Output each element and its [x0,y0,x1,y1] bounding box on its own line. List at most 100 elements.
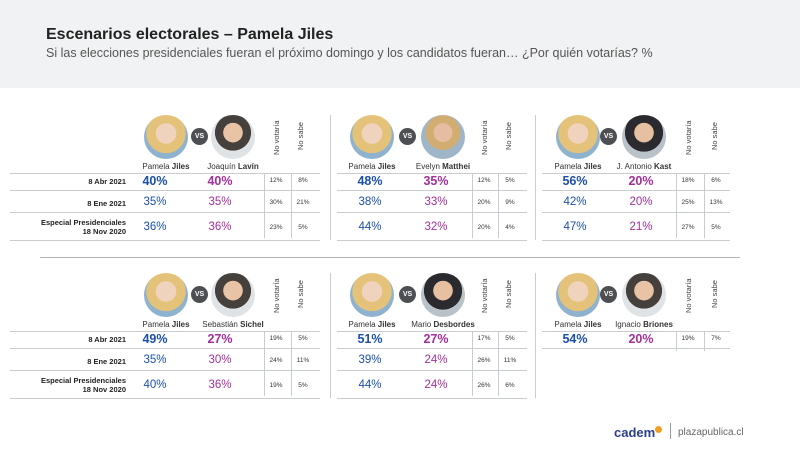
row-separator [337,370,527,371]
value-no-sabe: 11% [503,357,517,364]
candidate-b-last: Kast [654,162,672,171]
value-candidate-b: 30% [208,354,232,366]
value-candidate-a: 48% [357,174,383,188]
column-header-no-sabe: No sabe [504,122,513,150]
candidate-photo-jiles [350,115,394,159]
candidate-photo-opponent [211,115,255,159]
column-separator [676,331,677,351]
candidate-b-name: Sebastián Sichel [196,320,270,329]
vs-badge: VS [399,128,416,145]
value-candidate-a: 38% [358,196,382,208]
vs-badge: VS [600,128,617,145]
value-no-sabe: 5% [505,177,515,184]
row-separator [337,331,527,332]
candidate-a-first: Pamela [348,162,378,171]
value-candidate-b: 24% [424,379,448,391]
row-separator [542,331,730,332]
value-candidate-b: 35% [423,174,449,188]
row-label: 8 Ene 2021 [87,199,126,208]
value-candidate-b: 20% [628,332,654,346]
candidate-photo-jiles [144,273,188,317]
candidate-a-first: Pamela [142,320,172,329]
header: Escenarios electorales – Pamela Jiles Si… [0,0,800,88]
value-no-sabe: 5% [298,335,308,342]
column-separator [676,173,677,238]
value-candidate-b: 36% [208,221,232,233]
row-separator [10,190,320,191]
value-candidate-a: 56% [562,174,588,188]
column-header-no-votaria: No votaría [272,278,281,313]
page-title: Escenarios electorales – Pamela Jiles [46,26,334,43]
candidate-photo-opponent [622,115,666,159]
value-no-sabe: 5% [711,224,721,231]
candidate-b-first: Mario [411,320,434,329]
candidate-photo-opponent [211,273,255,317]
value-no-votaria: 20% [477,224,491,231]
candidate-a-name: Pamela Jiles [342,162,402,171]
value-no-votaria: 12% [477,177,491,184]
value-candidate-a: 49% [142,332,168,346]
column-separator [291,173,292,238]
value-candidate-b: 35% [208,196,232,208]
row-separator [542,173,730,174]
value-no-votaria: 19% [269,335,283,342]
candidate-photo-jiles [556,115,600,159]
value-candidate-a: 54% [562,332,588,346]
panel-divider [535,115,536,240]
vs-badge: VS [600,286,617,303]
candidate-b-first: Sebastián [202,320,241,329]
value-candidate-b: 33% [424,196,448,208]
row-separator [542,190,730,191]
value-candidate-a: 40% [142,174,168,188]
candidate-b-last: Desbordes [433,320,475,329]
column-header-no-sabe: No sabe [710,122,719,150]
row-separator [10,370,320,371]
value-no-sabe: 11% [296,357,310,364]
value-no-votaria: 25% [681,199,695,206]
value-no-votaria: 20% [477,199,491,206]
candidate-b-first: Evelyn [415,162,443,171]
value-no-votaria: 18% [681,177,695,184]
panel-divider [330,273,331,398]
candidate-b-name: Ignacio Briones [607,320,681,329]
value-no-votaria: 30% [269,199,283,206]
candidate-b-last: Sichel [240,320,264,329]
value-no-sabe: 4% [505,224,515,231]
column-header-no-sabe: No sabe [296,122,305,150]
value-no-votaria: 26% [477,382,491,389]
value-candidate-a: 36% [143,221,167,233]
value-no-votaria: 12% [269,177,283,184]
row-label-date: 18 Nov 2020 [82,227,126,236]
candidate-b-name: Evelyn Matthei [406,162,480,171]
column-header-no-sabe: No sabe [710,280,719,308]
vs-badge: VS [191,128,208,145]
value-candidate-a: 35% [143,196,167,208]
row-separator [337,173,527,174]
value-no-votaria: 27% [681,224,695,231]
value-no-votaria: 24% [269,357,283,364]
candidate-a-last: Jiles [583,320,602,329]
footer-separator [670,423,671,439]
row-separator [10,331,320,332]
candidate-b-name: J. Antonio Kast [607,162,681,171]
row-separator [10,173,320,174]
row-label: 8 Abr 2021 [88,335,126,344]
column-separator [291,331,292,396]
value-candidate-b: 20% [628,174,654,188]
value-no-sabe: 5% [505,335,515,342]
value-candidate-a: 42% [563,196,587,208]
row-separator [542,348,730,349]
value-no-votaria: 19% [681,335,695,342]
candidate-photo-jiles [350,273,394,317]
row-separator [337,212,527,213]
candidate-a-name: Pamela Jiles [342,320,402,329]
candidate-a-name: Pamela Jiles [548,320,608,329]
candidate-a-first: Pamela [554,320,584,329]
row-label: 8 Abr 2021 [88,177,126,186]
candidate-b-first: Ignacio [615,320,644,329]
candidate-a-name: Pamela Jiles [548,162,608,171]
value-no-sabe: 5% [298,224,308,231]
column-header-no-sabe: No sabe [504,280,513,308]
value-candidate-b: 27% [423,332,449,346]
candidate-photo-opponent [421,273,465,317]
